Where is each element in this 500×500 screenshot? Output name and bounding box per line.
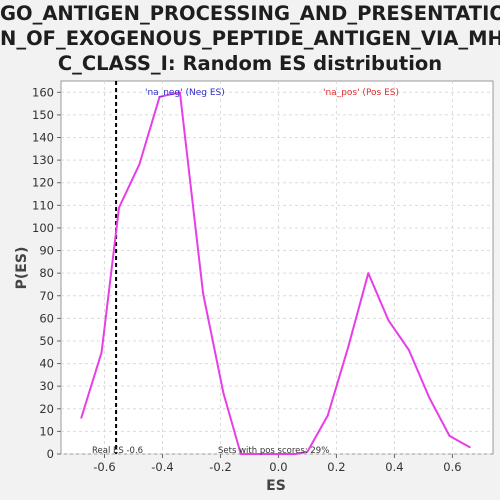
y-tick-label: 160: [32, 85, 54, 99]
x-tick-label: 0.6: [443, 460, 461, 474]
data-point: [101, 351, 103, 353]
x-tick-label: 0.4: [385, 460, 403, 474]
y-tick-label: 110: [32, 198, 54, 212]
x-tick-label: 0.2: [327, 460, 345, 474]
data-point: [388, 320, 390, 322]
data-point: [118, 207, 120, 209]
data-point: [469, 446, 471, 448]
y-tick-label: 120: [32, 176, 54, 190]
legend-neg: 'na_neg' (Neg ES): [145, 88, 225, 98]
data-point: [408, 349, 410, 351]
y-tick-label: 60: [39, 311, 54, 325]
plot-area: [61, 81, 493, 454]
data-point: [347, 347, 349, 349]
y-tick-label: 30: [39, 379, 54, 393]
x-tick-label: -0.4: [151, 460, 173, 474]
data-point: [449, 435, 451, 437]
y-tick-label: 50: [39, 334, 54, 348]
data-point: [138, 164, 140, 166]
y-tick-label: 20: [39, 402, 54, 416]
real-es-annotation: Real ES -0.6: [92, 446, 143, 456]
data-point: [80, 417, 82, 419]
y-tick-label: 40: [39, 357, 54, 371]
x-tick-label: 0.0: [269, 460, 287, 474]
y-tick-label: 140: [32, 131, 54, 145]
data-point: [327, 415, 329, 417]
pos-scores-annotation: Sets with pos scores: 29%: [218, 446, 329, 456]
data-point: [222, 392, 224, 394]
data-point: [367, 272, 369, 274]
y-tick-label: 100: [32, 221, 54, 235]
y-tick-label: 130: [32, 153, 54, 167]
x-axis-label: ES: [266, 478, 286, 494]
y-axis-label: P(ES): [14, 247, 30, 290]
y-tick-label: 80: [39, 266, 54, 280]
data-point: [202, 293, 204, 295]
x-tick-label: -0.2: [209, 460, 231, 474]
data-point: [428, 397, 430, 399]
y-tick-label: 10: [39, 424, 54, 438]
y-tick-label: 90: [39, 244, 54, 258]
legend-pos: 'na_pos' (Pos ES): [323, 88, 399, 98]
y-tick-label: 70: [39, 289, 54, 303]
y-tick-label: 0: [47, 447, 54, 461]
y-tick-label: 150: [32, 108, 54, 122]
x-tick-label: -0.6: [93, 460, 115, 474]
